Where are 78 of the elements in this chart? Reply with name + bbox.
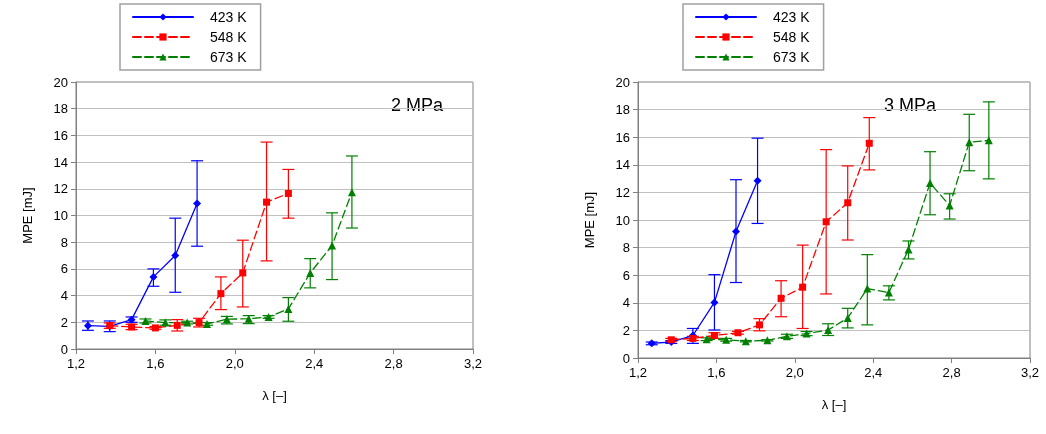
- x-axis-title: λ [–]: [821, 397, 847, 412]
- y-tick-label: 20: [615, 74, 630, 90]
- x-tick-label: 1,6: [707, 365, 726, 380]
- point: [647, 339, 656, 348]
- legend-label: 423 K: [773, 9, 811, 25]
- point: [732, 227, 740, 236]
- y-tick-label: 10: [615, 212, 630, 228]
- point: [777, 294, 785, 302]
- x-tick-label: 1,2: [628, 365, 648, 380]
- point: [306, 268, 315, 277]
- x-tick-label: 3,2: [463, 356, 483, 371]
- point: [926, 179, 935, 188]
- legend-label: 548 K: [210, 29, 248, 45]
- point: [263, 198, 271, 206]
- x-tick-label: 2,4: [864, 365, 883, 380]
- y-tick-label: 14: [615, 157, 630, 173]
- y-tick-label: 4: [622, 295, 630, 311]
- point: [710, 298, 719, 307]
- point: [904, 245, 913, 254]
- point: [702, 335, 711, 344]
- x-tick-label: 1,6: [146, 356, 165, 371]
- point: [193, 199, 202, 208]
- point: [753, 176, 762, 185]
- point: [183, 318, 192, 327]
- y-tick-label: 18: [615, 102, 630, 118]
- y-tick-label: 6: [60, 261, 68, 277]
- y-axis-title: MPE [mJ]: [20, 187, 35, 244]
- point: [347, 188, 356, 197]
- x-tick-label: 1,2: [66, 356, 86, 371]
- y-tick-label: 12: [615, 184, 630, 200]
- point: [945, 201, 954, 210]
- y-tick-label: 16: [53, 127, 68, 143]
- y-tick-label: 2: [622, 322, 630, 338]
- legend-label: 673 K: [210, 49, 248, 65]
- y-tick-label: 10: [53, 208, 68, 223]
- point: [127, 315, 136, 324]
- point: [863, 284, 872, 293]
- point: [843, 313, 852, 322]
- x-tick-label: 2,0: [785, 365, 804, 380]
- y-tick-label: 18: [53, 101, 68, 117]
- legend-label: 673 K: [773, 49, 811, 65]
- point: [217, 290, 225, 298]
- point: [722, 335, 731, 344]
- y-tick-label: 16: [615, 129, 630, 145]
- y-tick-label: 2: [60, 314, 68, 330]
- point: [844, 199, 852, 207]
- point: [284, 189, 292, 197]
- point: [865, 139, 873, 147]
- point: [171, 251, 180, 260]
- y-tick-label: 6: [622, 267, 630, 283]
- y-tick-label: 8: [60, 234, 68, 250]
- x-tick-label: 2,8: [384, 356, 403, 371]
- x-tick-label: 2,0: [225, 356, 244, 371]
- y-tick-label: 12: [53, 181, 68, 197]
- point: [161, 318, 170, 327]
- point: [741, 337, 750, 346]
- point: [328, 241, 337, 250]
- y-tick-label: 20: [53, 74, 68, 90]
- point: [203, 319, 212, 328]
- point: [239, 269, 247, 277]
- y-tick-label: 0: [622, 350, 630, 366]
- x-tick-label: 3,2: [1020, 365, 1040, 380]
- y-tick-label: 0: [60, 341, 68, 357]
- point: [782, 332, 791, 341]
- x-tick-label: 2,4: [305, 356, 324, 371]
- y-tick-label: 14: [53, 154, 68, 170]
- point: [149, 272, 158, 281]
- y-axis-title: MPE [mJ]: [582, 191, 597, 249]
- point: [884, 288, 893, 297]
- x-tick-label: 2,8: [942, 365, 961, 380]
- legend-label: 548 K: [773, 29, 811, 45]
- y-tick-label: 4: [60, 288, 68, 304]
- point: [799, 283, 807, 291]
- point: [822, 218, 830, 226]
- point: [763, 336, 772, 345]
- x-axis-title: λ [–]: [262, 388, 287, 403]
- y-tick-label: 8: [622, 240, 630, 256]
- legend-label: 423 K: [210, 9, 248, 25]
